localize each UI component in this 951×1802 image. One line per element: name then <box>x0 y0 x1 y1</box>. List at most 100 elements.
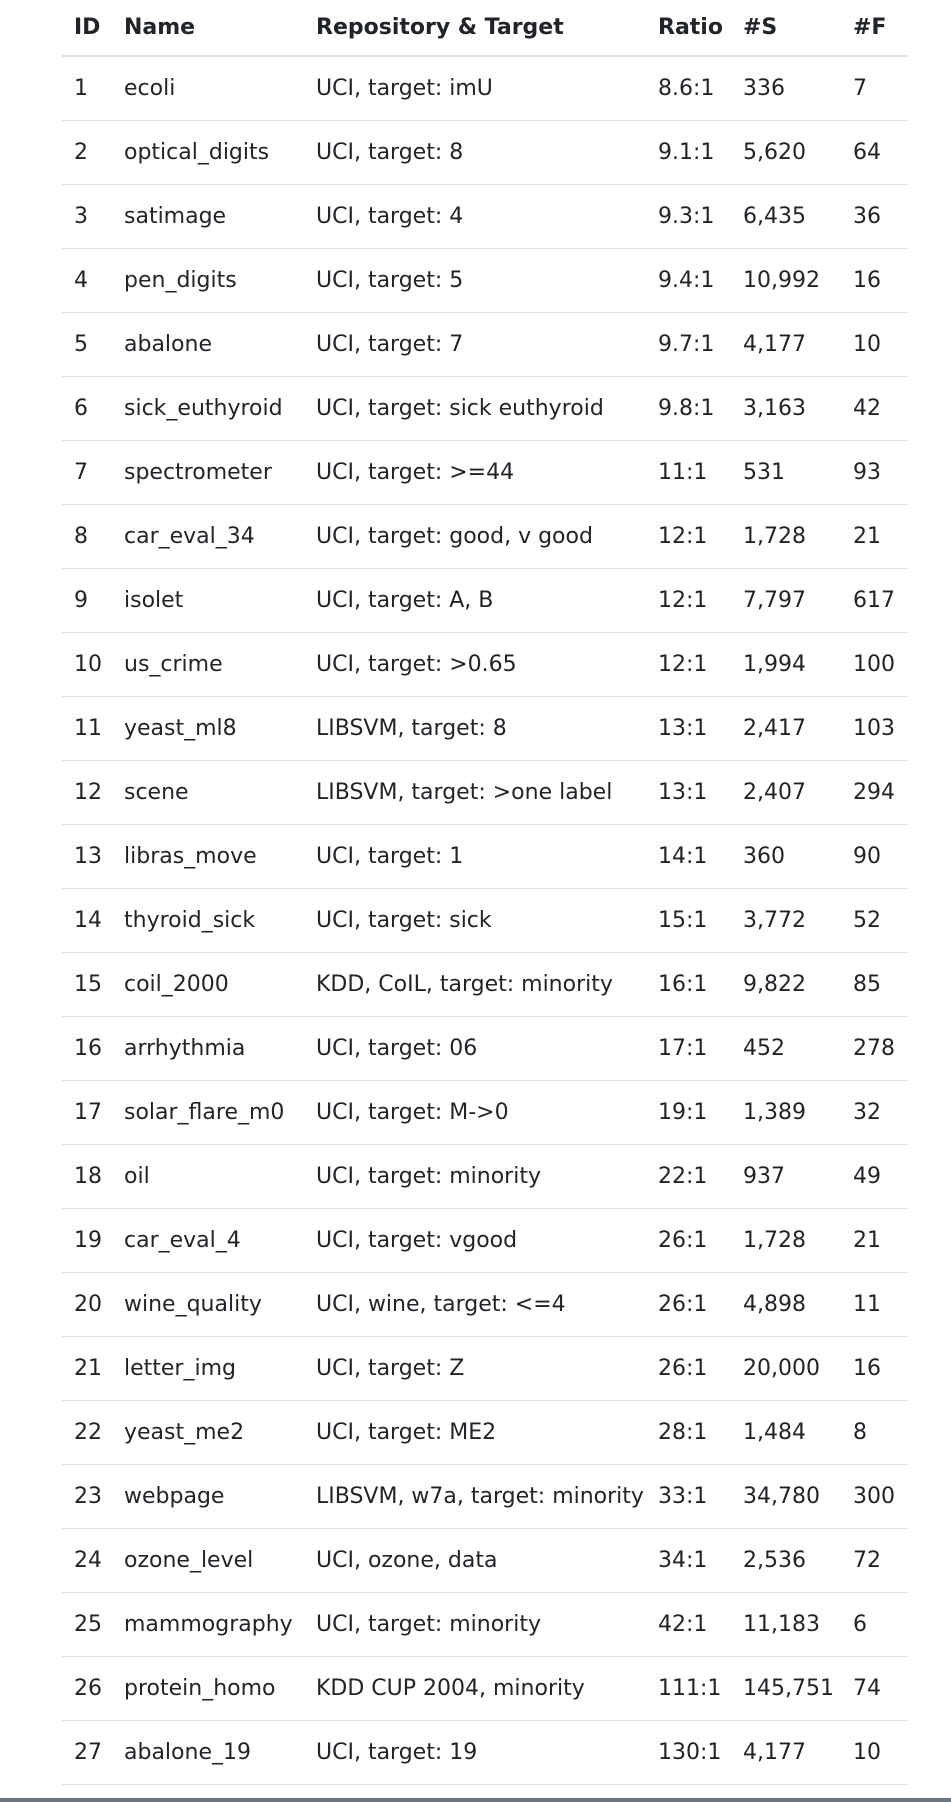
header-row: ID Name Repository & Target Ratio #S #F <box>62 0 908 57</box>
table-row: 21 letter_img UCI, target: Z 26:1 20,000 16 <box>62 1336 908 1401</box>
cell-samples: 1,728 <box>731 1208 841 1273</box>
cell-id: 12 <box>62 760 112 825</box>
cell-id: 19 <box>62 1208 112 1273</box>
cell-id: 15 <box>62 952 112 1017</box>
cell-samples: 34,780 <box>731 1464 841 1529</box>
cell-repository-target: UCI, target: sick <box>304 888 646 953</box>
cell-id: 7 <box>62 440 112 505</box>
cell-id: 1 <box>62 56 112 121</box>
cell-features: 21 <box>841 1208 908 1273</box>
table-row: 15 coil_2000 KDD, CoIL, target: minority 16… <box>62 952 908 1017</box>
cell-name: yeast_me2 <box>112 1400 304 1465</box>
cell-id: 8 <box>62 504 112 569</box>
cell-features: 11 <box>841 1272 908 1337</box>
cell-repository-target: UCI, target: 1 <box>304 824 646 889</box>
cell-samples: 10,992 <box>731 248 841 313</box>
cell-name: ecoli <box>112 56 304 121</box>
cell-features: 294 <box>841 760 908 825</box>
table-row: 3 satimage UCI, target: 4 9.3:1 6,435 36 <box>62 184 908 249</box>
column-header-ratio: Ratio <box>646 0 731 57</box>
cell-samples: 4,177 <box>731 1720 841 1785</box>
column-header-id: ID <box>62 0 112 57</box>
cell-samples: 2,536 <box>731 1528 841 1593</box>
table-row: 16 arrhythmia UCI, target: 06 17:1 452 278 <box>62 1016 908 1081</box>
cell-name: yeast_ml8 <box>112 696 304 761</box>
cell-repository-target: UCI, target: >0.65 <box>304 632 646 697</box>
cell-repository-target: UCI, target: 5 <box>304 248 646 313</box>
cell-samples: 4,898 <box>731 1272 841 1337</box>
cell-ratio: 13:1 <box>646 696 731 761</box>
cell-name: ozone_level <box>112 1528 304 1593</box>
table-row: 26 protein_homo KDD CUP 2004, minority 111:… <box>62 1656 908 1721</box>
cell-samples: 145,751 <box>731 1656 841 1721</box>
cell-id: 9 <box>62 568 112 633</box>
cell-name: us_crime <box>112 632 304 697</box>
cell-id: 2 <box>62 120 112 185</box>
cell-features: 10 <box>841 1720 908 1785</box>
table-row: 24 ozone_level UCI, ozone, data 34:1 2,536 72 <box>62 1528 908 1593</box>
cell-features: 7 <box>841 56 908 121</box>
cell-ratio: 130:1 <box>646 1720 731 1785</box>
cell-ratio: 12:1 <box>646 632 731 697</box>
table-row: 9 isolet UCI, target: A, B 12:1 7,797 617 <box>62 568 908 633</box>
cell-features: 49 <box>841 1144 908 1209</box>
cell-samples: 336 <box>731 56 841 121</box>
table-row: 7 spectrometer UCI, target: >=44 11:1 531 93 <box>62 440 908 505</box>
cell-features: 36 <box>841 184 908 249</box>
cell-id: 22 <box>62 1400 112 1465</box>
table-row: 10 us_crime UCI, target: >0.65 12:1 1,994 100 <box>62 632 908 697</box>
cell-ratio: 9.8:1 <box>646 376 731 441</box>
cell-name: mammography <box>112 1592 304 1657</box>
cell-ratio: 8.6:1 <box>646 56 731 121</box>
cell-repository-target: LIBSVM, target: >one label <box>304 760 646 825</box>
cell-repository-target: UCI, target: >=44 <box>304 440 646 505</box>
cell-samples: 360 <box>731 824 841 889</box>
cell-ratio: 17:1 <box>646 1016 731 1081</box>
cell-repository-target: UCI, target: Z <box>304 1336 646 1401</box>
cell-ratio: 14:1 <box>646 824 731 889</box>
table-row: 2 optical_digits UCI, target: 8 9.1:1 5,620 6… <box>62 120 908 185</box>
cell-ratio: 22:1 <box>646 1144 731 1209</box>
dataset-table-container: ID Name Repository & Target Ratio #S #F … <box>62 0 908 1785</box>
cell-samples: 7,797 <box>731 568 841 633</box>
cell-id: 21 <box>62 1336 112 1401</box>
cell-name: car_eval_4 <box>112 1208 304 1273</box>
dataset-table: ID Name Repository & Target Ratio #S #F … <box>62 0 908 1785</box>
cell-id: 20 <box>62 1272 112 1337</box>
cell-samples: 20,000 <box>731 1336 841 1401</box>
cell-name: abalone_19 <box>112 1720 304 1785</box>
cell-ratio: 26:1 <box>646 1208 731 1273</box>
cell-id: 27 <box>62 1720 112 1785</box>
cell-id: 3 <box>62 184 112 249</box>
cell-repository-target: UCI, target: imU <box>304 56 646 121</box>
cell-name: abalone <box>112 312 304 377</box>
cell-samples: 1,728 <box>731 504 841 569</box>
cell-samples: 11,183 <box>731 1592 841 1657</box>
cell-samples: 937 <box>731 1144 841 1209</box>
cell-ratio: 11:1 <box>646 440 731 505</box>
table-row: 6 sick_euthyroid UCI, target: sick euthyro… <box>62 376 908 441</box>
table-row: 17 solar_flare_m0 UCI, target: M->0 19:1 1,3… <box>62 1080 908 1145</box>
cell-samples: 452 <box>731 1016 841 1081</box>
cell-name: letter_img <box>112 1336 304 1401</box>
cell-repository-target: KDD, CoIL, target: minority <box>304 952 646 1017</box>
cell-ratio: 28:1 <box>646 1400 731 1465</box>
table-row: 13 libras_move UCI, target: 1 14:1 360 90 <box>62 824 908 889</box>
cell-name: optical_digits <box>112 120 304 185</box>
table-row: 5 abalone UCI, target: 7 9.7:1 4,177 10 <box>62 312 908 377</box>
cell-features: 42 <box>841 376 908 441</box>
cell-samples: 4,177 <box>731 312 841 377</box>
cell-ratio: 26:1 <box>646 1272 731 1337</box>
cell-name: isolet <box>112 568 304 633</box>
table-row: 20 wine_quality UCI, wine, target: <=4 26:1… <box>62 1272 908 1337</box>
cell-ratio: 12:1 <box>646 568 731 633</box>
column-header-repository-target: Repository & Target <box>304 0 646 57</box>
table-row: 22 yeast_me2 UCI, target: ME2 28:1 1,484 8 <box>62 1400 908 1465</box>
column-header-samples: #S <box>731 0 841 57</box>
table-row: 19 car_eval_4 UCI, target: vgood 26:1 1,728 2… <box>62 1208 908 1273</box>
cell-repository-target: UCI, target: 8 <box>304 120 646 185</box>
cell-name: arrhythmia <box>112 1016 304 1081</box>
bottom-scroll-edge <box>0 1798 951 1802</box>
table-row: 25 mammography UCI, target: minority 42:1 11… <box>62 1592 908 1657</box>
cell-features: 52 <box>841 888 908 953</box>
